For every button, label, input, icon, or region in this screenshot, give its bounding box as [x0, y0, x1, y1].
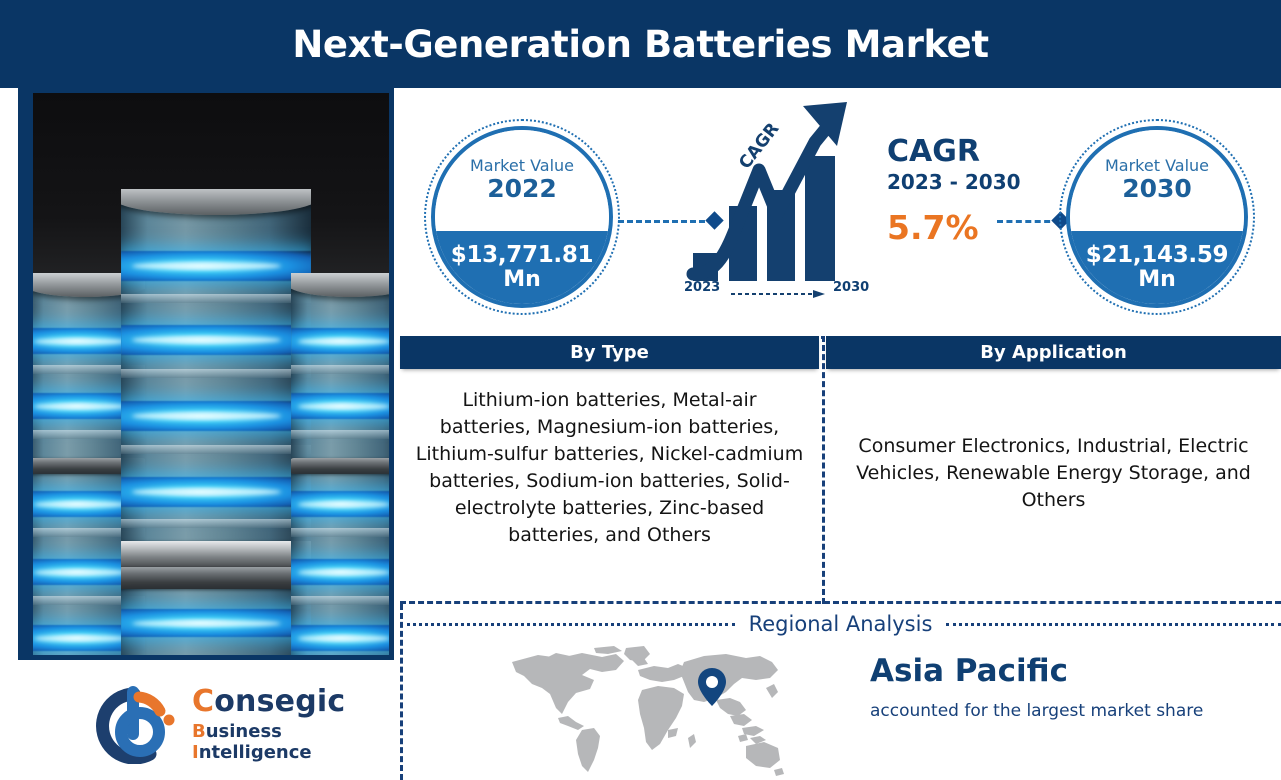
left-circle-unit: Mn [503, 266, 541, 292]
segment-by-type-title: By Type [570, 342, 649, 363]
segment-by-application-header: By Application [826, 336, 1281, 369]
right-circle-label: Market Value [1104, 156, 1210, 176]
regional-left-edge-rule [400, 604, 403, 780]
segmentation-bottom-rule [400, 601, 1281, 604]
right-circle-dotted-ring [1059, 119, 1255, 315]
next-generation-battery-cells-photo [33, 93, 389, 655]
segment-by-application: By Application Consumer Electronics, Ind… [826, 336, 1281, 514]
market-value-2022-circle: Market Value 2022 $13,771.81 Mn [431, 126, 613, 308]
logo-tagline: Business Intelligence [192, 720, 312, 763]
left-circle-bottom: $13,771.81 Mn [435, 230, 609, 304]
company-logo: Consegic Business Intelligence [92, 676, 372, 768]
battery-cell-right [291, 273, 389, 655]
left-circle-label: Market Value [469, 156, 575, 176]
map-pin-icon [698, 668, 726, 706]
logo-company-name: Consegic [192, 684, 346, 719]
regional-rule-left [400, 622, 735, 626]
left-circle-dotted-ring [424, 119, 620, 315]
cagr-range: 2023 - 2030 [887, 169, 1021, 194]
cagr-growth-chart: CAGR 2023 2030 [684, 98, 875, 298]
world-map-landmass [512, 646, 784, 776]
left-accent-bar [18, 88, 28, 660]
regional-analysis-title: Regional Analysis [748, 612, 933, 636]
right-circle-year: 2030 [1122, 173, 1192, 203]
market-value-summary: Market Value 2022 $13,771.81 Mn [400, 88, 1281, 333]
logo-wordmark: Consegic Business Intelligence [192, 686, 372, 763]
battery-photo-frame [28, 88, 394, 660]
cagr-text-block: CAGR 2023 - 2030 5.7% [887, 136, 1067, 247]
segmentation-vertical-divider [822, 336, 825, 604]
page-title: Next-Generation Batteries Market [292, 22, 989, 66]
leading-region-description: accounted for the largest market share [870, 701, 1204, 722]
market-value-2030-circle: Market Value 2030 $21,143.59 Mn [1066, 126, 1248, 308]
content-panel: Market Value 2022 $13,771.81 Mn [400, 88, 1281, 780]
regional-rule-right [946, 622, 1281, 626]
segment-by-application-title: By Application [980, 342, 1127, 363]
left-circle-top: Market Value 2022 [435, 130, 609, 231]
segmentation-section: By Type Lithium-ion batteries, Metal-air… [400, 336, 1281, 604]
regional-analysis-section: Regional Analysis [400, 604, 1281, 780]
regional-text-block: Asia Pacific accounted for the largest m… [870, 654, 1203, 723]
consegic-logo-mark [92, 680, 188, 765]
left-circle-year: 2022 [487, 173, 557, 203]
left-connector-line [618, 220, 714, 223]
segment-by-application-items: Consumer Electronics, Industrial, Electr… [856, 435, 1251, 511]
cagr-value: 5.7% [887, 207, 979, 247]
segment-by-type-header: By Type [400, 336, 819, 369]
left-circle-value: $13,771.81 [450, 241, 594, 268]
right-circle-value: $21,143.59 [1085, 241, 1229, 268]
world-map [498, 644, 788, 776]
segment-by-type: By Type Lithium-ion batteries, Metal-air… [400, 336, 819, 549]
cagr-axis-start: 2023 [684, 280, 721, 295]
right-circle-top: Market Value 2030 [1070, 130, 1244, 231]
right-connector-line [997, 220, 1069, 223]
page-header: Next-Generation Batteries Market [0, 0, 1281, 88]
segment-by-type-items: Lithium-ion batteries, Metal-air batteri… [415, 389, 804, 546]
right-circle-bottom: $21,143.59 Mn [1070, 230, 1244, 304]
cagr-title: CAGR [887, 134, 980, 169]
right-circle-unit: Mn [1138, 266, 1176, 292]
regional-title-row: Regional Analysis [400, 612, 1281, 636]
cagr-axis-end: 2030 [833, 280, 870, 295]
battery-cell-center [121, 189, 311, 655]
leading-region-name: Asia Pacific [870, 653, 1068, 689]
